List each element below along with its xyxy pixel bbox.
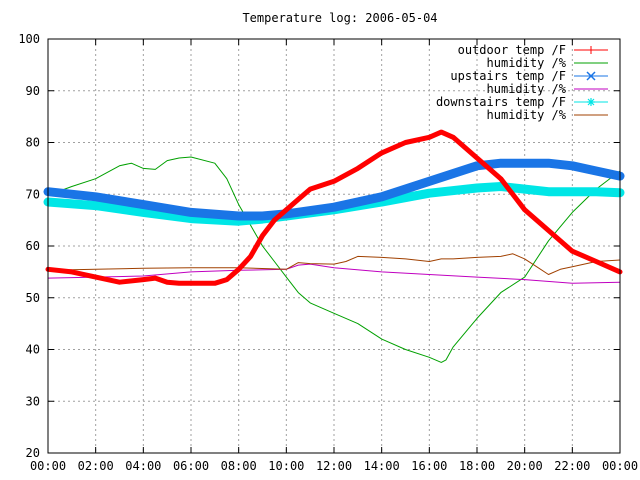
x-tick-label: 08:00 (221, 459, 257, 473)
x-tick-label: 20:00 (507, 459, 543, 473)
y-tick-label: 20 (26, 446, 40, 460)
legend-label: humidity /% (487, 108, 567, 122)
y-tick-label: 30 (26, 394, 40, 408)
series-line-1 (45, 129, 623, 286)
x-tick-label: 14:00 (364, 459, 400, 473)
chart-title: Temperature log: 2006-05-04 (242, 11, 437, 25)
series-line-2 (47, 156, 621, 363)
x-tick-label: 22:00 (554, 459, 590, 473)
x-tick-label: 04:00 (125, 459, 161, 473)
y-tick-label: 50 (26, 291, 40, 305)
legend-label: humidity /% (487, 82, 567, 96)
x-tick-label: 00:00 (30, 459, 66, 473)
series-line-6 (47, 253, 621, 275)
legend-label: humidity /% (487, 56, 567, 70)
legend-label: upstairs temp /F (450, 69, 566, 83)
y-tick-label: 90 (26, 84, 40, 98)
x-tick-label: 02:00 (78, 459, 114, 473)
y-tick-label: 70 (26, 187, 40, 201)
y-tick-label: 100 (18, 32, 40, 46)
legend-marker-plus (587, 46, 595, 54)
x-tick-label: 00:00 (602, 459, 638, 473)
legend-marker-star (587, 98, 595, 106)
x-axis-tick-labels: 00:00 02:00 04:00 06:00 08:00 10:00 12:00 14:00… (30, 459, 638, 473)
y-tick-label: 40 (26, 343, 40, 357)
y-tick-label: 80 (26, 136, 40, 150)
x-tick-label: 16:00 (411, 459, 447, 473)
x-tick-label: 18:00 (459, 459, 495, 473)
x-tick-label: 12:00 (316, 459, 352, 473)
x-tick-label: 06:00 (173, 459, 209, 473)
legend-label: downstairs temp /F (436, 95, 566, 109)
series-lines (43, 129, 625, 363)
series-line-3 (43, 158, 625, 221)
y-tick-label: 60 (26, 239, 40, 253)
plot-frame (47, 38, 621, 454)
y-axis-tick-labels: 20 30 40 50 60 70 80 90 100 (18, 32, 40, 460)
legend-marker-x (586, 71, 596, 81)
x-tick-label: 10:00 (268, 459, 304, 473)
series-line-5 (43, 182, 625, 226)
legend-label: outdoor temp /F (458, 43, 566, 57)
grid-lines (47, 38, 621, 454)
